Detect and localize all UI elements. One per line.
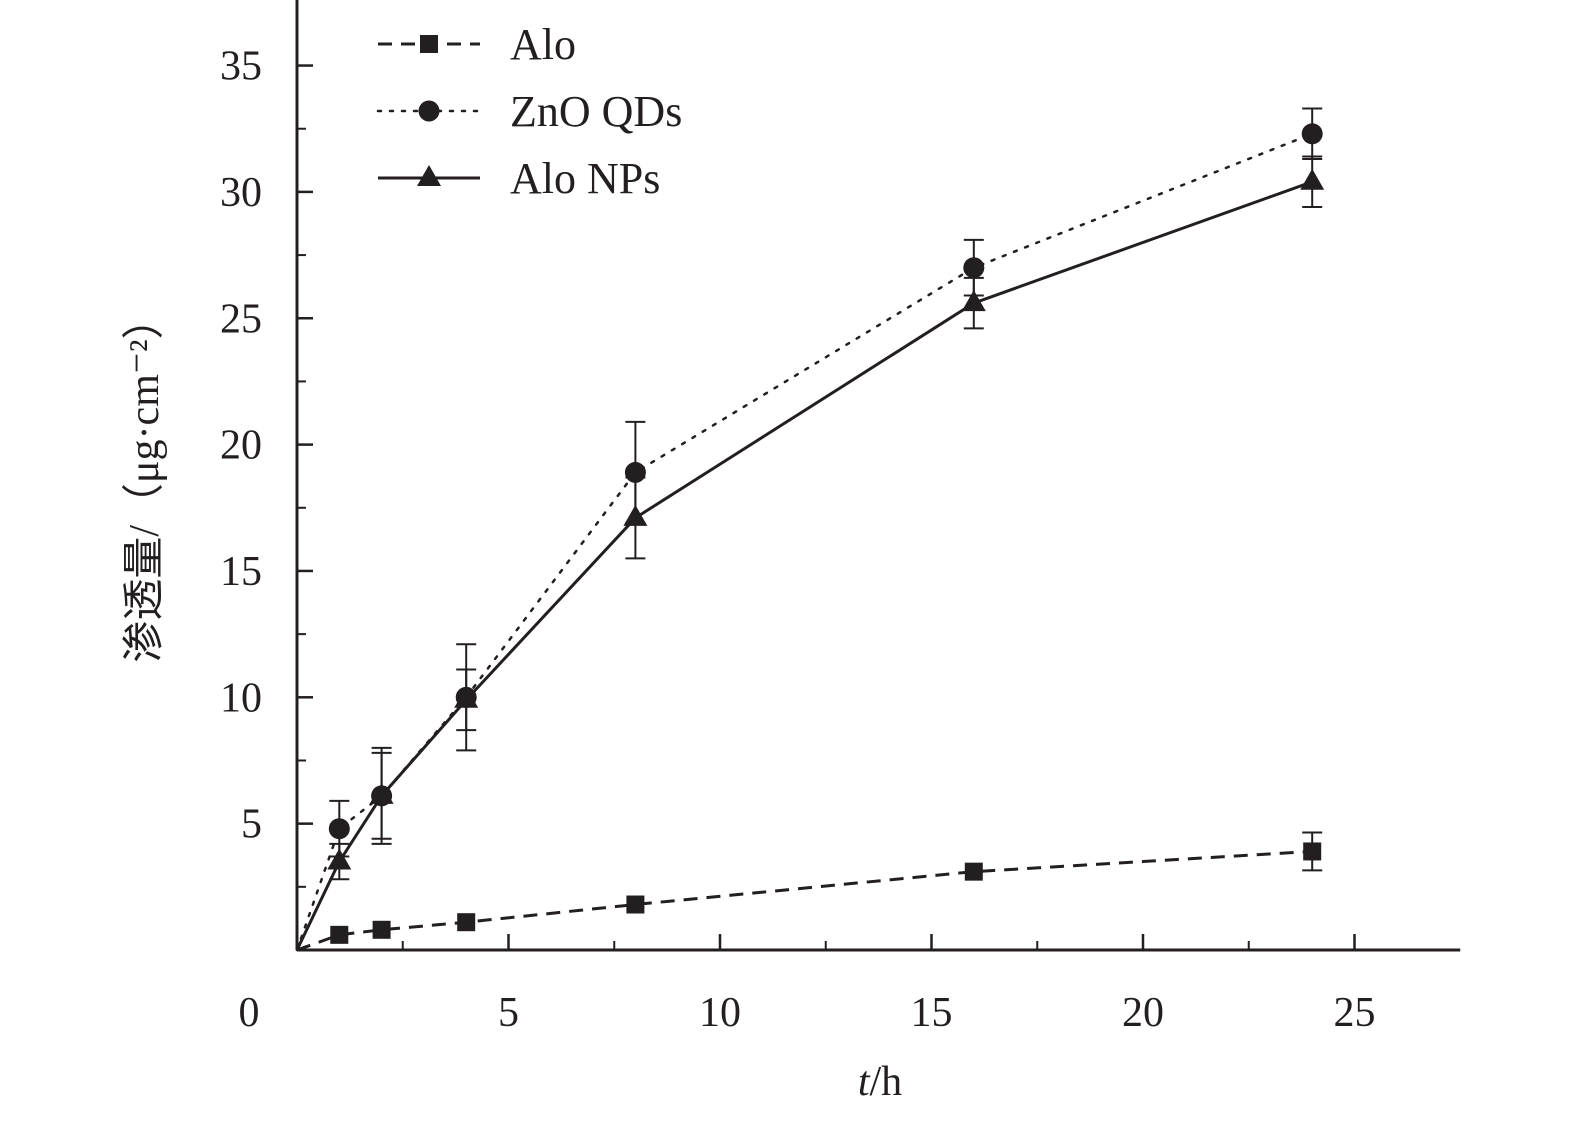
y-tick-label: 15 — [220, 549, 262, 595]
series-line — [295, 180, 1313, 951]
y-tick-label: 25 — [220, 296, 262, 342]
data-point-square — [420, 35, 438, 53]
legend-label: Alo — [510, 20, 576, 69]
legend-label: Alo NPs — [510, 154, 660, 203]
x-tick-label: 5 — [498, 990, 519, 1036]
data-point-circle — [1301, 123, 1323, 145]
y-tick-label: 35 — [220, 44, 262, 90]
data-point-square — [964, 862, 983, 881]
data-point-square — [1303, 842, 1322, 861]
legend-label: ZnO QDs — [510, 87, 682, 136]
data-point-square — [457, 913, 476, 932]
x-axis-title-unit: /h — [870, 1059, 903, 1105]
legend-item: ZnO QDs — [376, 87, 682, 136]
legend: Alo ZnO QDs Alo NPs — [376, 20, 682, 203]
y-axis-title: 渗透量/（μg·cm⁻²） — [122, 297, 168, 662]
x-tick-label: 15 — [911, 990, 953, 1036]
data-point-circle — [418, 100, 440, 122]
series-line — [295, 132, 1314, 952]
series-alo — [296, 831, 1323, 952]
data-point-square — [330, 925, 349, 944]
data-point-triangle — [1300, 168, 1325, 190]
y-tick-label: 10 — [220, 675, 262, 721]
data-point-square — [372, 920, 391, 939]
data-point-triangle — [623, 504, 648, 526]
data-point-square — [626, 895, 645, 914]
data-point-triangle — [369, 782, 394, 804]
axes: 0 5 10 15 20 25 5 10 15 20 25 30 35 — [220, 0, 1461, 1036]
x-axis-title-variable: t — [858, 1059, 871, 1105]
data-point-triangle — [961, 290, 986, 312]
x-tick-label: 10 — [699, 990, 741, 1036]
x-tick-label: 25 — [1334, 990, 1376, 1036]
plot-area — [295, 107, 1325, 952]
y-tick-label: 20 — [220, 423, 262, 469]
y-tick-label: 30 — [220, 170, 262, 216]
x-axis-title: t/h — [858, 1059, 902, 1105]
data-point-circle — [328, 818, 350, 840]
legend-item: Alo NPs — [378, 154, 660, 203]
x-tick-label: 20 — [1122, 990, 1164, 1036]
series-alo-nps — [295, 155, 1325, 951]
data-point-triangle — [454, 686, 479, 708]
data-point-circle — [963, 257, 985, 279]
data-point-triangle — [417, 164, 441, 186]
series-line — [296, 849, 1313, 952]
legend-item: Alo — [378, 20, 576, 69]
y-tick-label: 5 — [241, 802, 262, 848]
data-point-triangle — [327, 848, 352, 870]
x-tick-label: 0 — [239, 990, 260, 1036]
